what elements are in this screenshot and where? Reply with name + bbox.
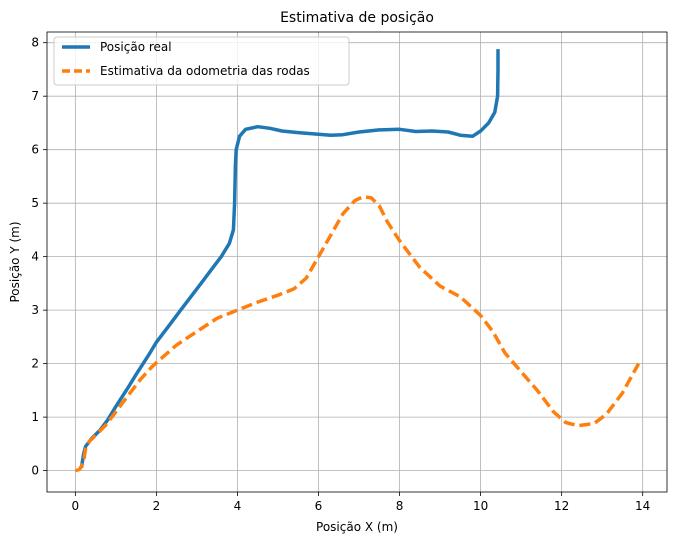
legend-label-real: Posição real bbox=[100, 40, 172, 54]
y-axis-label: Posição Y (m) bbox=[8, 221, 22, 302]
y-ticks: 0 1 2 3 4 5 6 7 8 bbox=[31, 36, 47, 478]
x-tick-label: 14 bbox=[635, 499, 650, 513]
x-tick-label: 4 bbox=[234, 499, 242, 513]
y-tick-label: 4 bbox=[31, 250, 39, 264]
y-tick-label: 5 bbox=[31, 196, 39, 210]
x-ticks: 0 2 4 6 8 10 12 14 bbox=[72, 492, 650, 513]
x-tick-label: 2 bbox=[153, 499, 161, 513]
y-tick-label: 0 bbox=[31, 464, 39, 478]
y-tick-label: 1 bbox=[31, 410, 39, 424]
series-line-real bbox=[79, 49, 500, 469]
x-axis-label: Posição X (m) bbox=[316, 520, 398, 534]
legend-box bbox=[53, 36, 350, 86]
x-tick-label: 12 bbox=[554, 499, 569, 513]
x-tick-label: 8 bbox=[396, 499, 404, 513]
plot-frame bbox=[46, 31, 668, 493]
grid bbox=[47, 32, 667, 492]
x-tick-label: 10 bbox=[473, 499, 488, 513]
y-tick-label: 6 bbox=[31, 143, 39, 157]
chart-title: Estimativa de posição bbox=[280, 10, 434, 26]
y-tick-label: 8 bbox=[31, 36, 39, 50]
x-tick-label: 0 bbox=[72, 499, 80, 513]
x-tick-label: 6 bbox=[315, 499, 323, 513]
series-layer bbox=[74, 49, 641, 473]
y-tick-label: 7 bbox=[31, 89, 39, 103]
legend: Posição real Estimativa da odometria das… bbox=[53, 36, 350, 86]
y-tick-label: 2 bbox=[31, 357, 39, 371]
series-line-odometry bbox=[74, 194, 641, 473]
legend-label-odometry: Estimativa da odometria das rodas bbox=[100, 64, 310, 78]
y-tick-label: 3 bbox=[31, 303, 39, 317]
